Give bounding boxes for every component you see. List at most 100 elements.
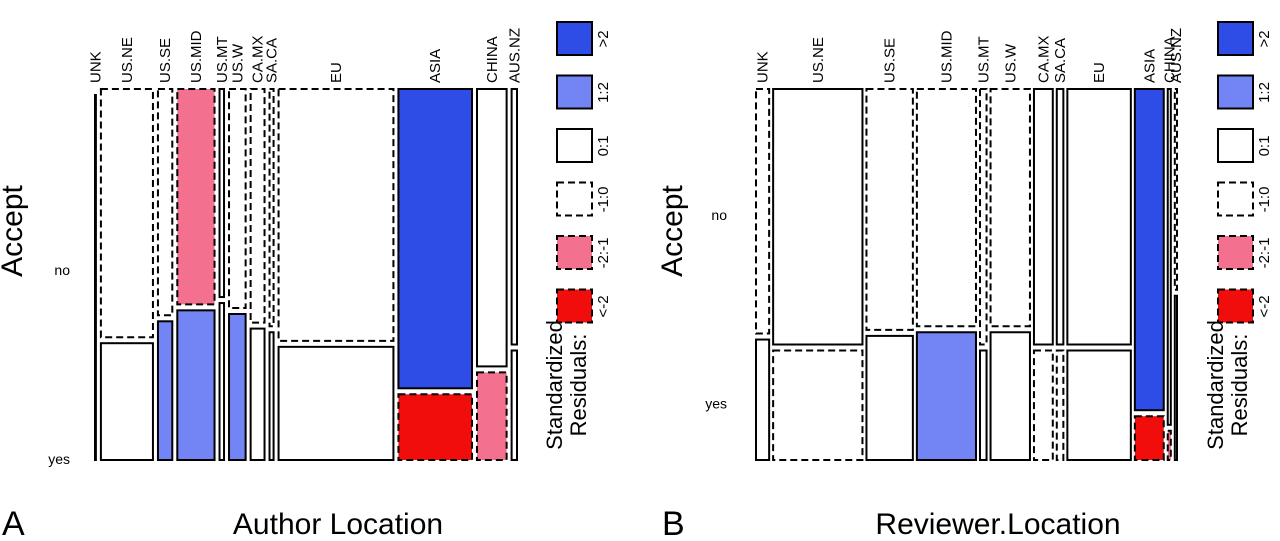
legend-label: -2:-1 (595, 238, 612, 269)
x-axis-title: Reviewer.Location (875, 508, 1120, 541)
legend-label: <-2 (1256, 295, 1273, 317)
tile-no-aus-nz (1173, 88, 1178, 291)
tile-no-asia (1133, 88, 1165, 412)
tile-yes-us-mid (915, 331, 977, 461)
category-label: US.SE (882, 38, 899, 83)
tile-no-china (476, 88, 508, 368)
legend-swatch (556, 288, 593, 324)
tile-no-us-ne (772, 88, 864, 346)
legend-label: >2 (595, 30, 612, 47)
category-label: US.MT (975, 36, 992, 83)
tile-yes-us-se (156, 320, 174, 461)
category-label: ASIA (427, 49, 444, 83)
category-label: US.W (229, 43, 246, 83)
tile-no-sa-ca (1055, 88, 1065, 346)
level-label-yes: yes (48, 451, 70, 467)
category-label: UNK (87, 51, 104, 83)
tile-no-us-w (228, 88, 247, 309)
legend-swatch (1217, 288, 1254, 324)
legend-swatch (556, 21, 593, 56)
tile-no-us-mid (915, 88, 977, 328)
category-label: US.NE (119, 37, 136, 83)
category-label: US.MID (938, 30, 955, 83)
tile-no-us-se (156, 88, 174, 317)
category-label: CHINA (484, 36, 501, 83)
panel-b: UNK US.NE US.SE US.MID US.MT US.W CA.MX SA.CA EU… (656, 21, 1273, 541)
tile-no-us-ne (99, 88, 154, 339)
legend-swatch (1217, 74, 1254, 110)
category-label: AUS.NZ (506, 28, 523, 83)
tile-yes-us-mid (176, 309, 216, 461)
tile-no-china (1166, 88, 1172, 426)
tile-yes-us-se (865, 334, 914, 461)
legend-swatch (1217, 128, 1254, 163)
level-label-no: no (711, 207, 727, 223)
legend-title-line2: Residuals: (1227, 334, 1252, 437)
tile-no-sa-ca (268, 88, 275, 328)
tile-yes-us-mt (978, 349, 988, 461)
tile-no-eu (1066, 88, 1132, 346)
category-label: AUS.NZ (1168, 28, 1185, 83)
tile-yes-china (1166, 429, 1172, 461)
category-label: SA.CA (1052, 38, 1069, 83)
tile-yes-aus-nz (510, 349, 519, 461)
legend-label: >2 (1256, 30, 1273, 47)
legend-label: 1:2 (1256, 82, 1273, 103)
tile-yes-china (476, 371, 508, 461)
y-axis-title: Accept (0, 184, 29, 276)
tile-yes-ca-mx (1032, 349, 1054, 461)
category-label: EU (1091, 62, 1108, 83)
level-label-no: no (54, 262, 70, 278)
tile-yes-us-ne (772, 349, 864, 461)
category-label: US.NE (810, 37, 827, 83)
category-label: CHINA (1161, 36, 1178, 83)
legend-swatch (1217, 235, 1254, 270)
tile-yes-sa-ca (1055, 349, 1065, 461)
tile-no-us-mt (978, 88, 988, 346)
legend-title-line1: Standardized (1203, 320, 1228, 450)
tile-yes-us-mt (218, 302, 226, 461)
legend-swatch (556, 181, 593, 217)
tile-no-unk (755, 88, 771, 335)
tile-no-us-mt (218, 88, 226, 299)
tile-no-eu (277, 88, 395, 342)
legend-label: -1:0 (1256, 187, 1273, 213)
legend: >2 1:2 0:1 -1:0 -2:-1 <-2 Standardized Residual… (1203, 21, 1273, 450)
tile-no-asia (397, 88, 474, 390)
legend-title-line2: Residuals: (566, 334, 591, 437)
legend-label: 0:1 (595, 136, 612, 157)
tile-no-us-mid (176, 88, 216, 306)
legend: >2 1:2 0:1 -1:0 -2:-1 <-2 Standardized Residual… (542, 21, 612, 450)
tile-yes-asia (1133, 415, 1165, 462)
tile-no-aus-nz (510, 88, 519, 346)
category-label: US.MID (188, 30, 205, 83)
tile-yes-us-w (228, 313, 247, 461)
category-label: UNK (755, 51, 772, 83)
category-label: SA.CA (264, 38, 281, 83)
tile-yes-us-ne (99, 342, 154, 462)
tile-no-ca-mx (1032, 88, 1054, 346)
tile-yes-asia (397, 393, 474, 461)
category-label: US.MT (214, 36, 231, 83)
tile-yes-us-w (989, 331, 1031, 461)
tile-yes-aus-nz (1173, 294, 1178, 461)
tile-no-us-se (865, 88, 914, 331)
legend-swatch (556, 128, 593, 163)
legend-label: -1:0 (595, 187, 612, 213)
legend-swatch (556, 235, 593, 270)
tile-yes-eu (277, 345, 395, 462)
legend-swatch (1217, 181, 1254, 217)
legend-label: -2:-1 (1256, 238, 1273, 269)
category-label: US.SE (157, 38, 174, 83)
legend-title-line1: Standardized (542, 320, 567, 450)
panel-letter: A (2, 505, 25, 541)
tile-yes-ca-mx (249, 327, 266, 461)
tile-yes-unk (755, 338, 771, 461)
tile-no-ca-mx (249, 88, 266, 324)
category-label: CA.MX (250, 35, 267, 83)
category-label: ASIA (1141, 49, 1158, 83)
tile-yes-unk (94, 94, 97, 461)
x-axis-title: Author Location (233, 508, 443, 541)
